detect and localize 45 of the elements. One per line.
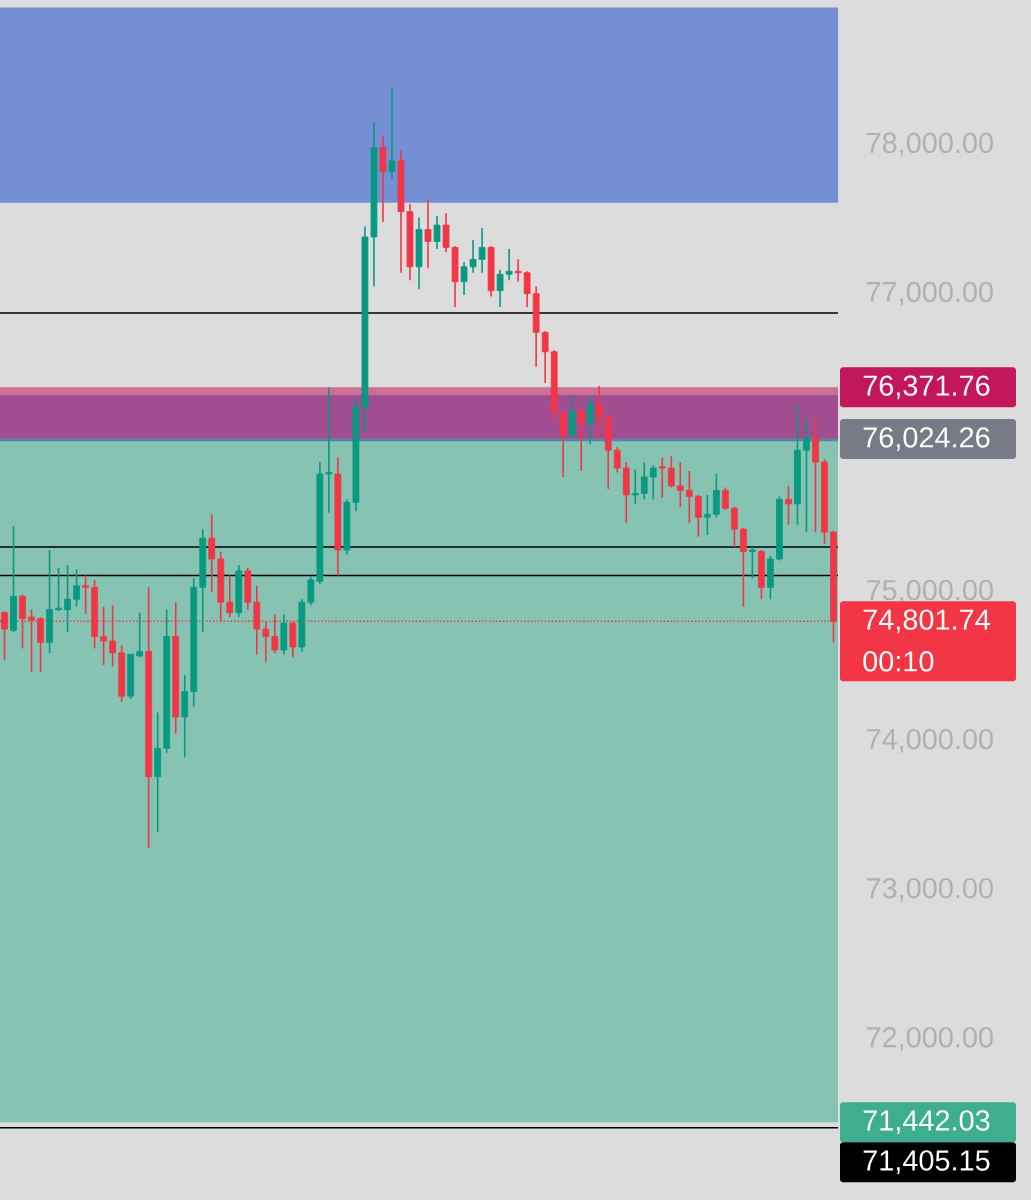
candlestick xyxy=(568,394,576,438)
candlestick xyxy=(433,215,441,250)
candlestick xyxy=(523,270,531,308)
candlestick xyxy=(226,574,234,618)
candlestick xyxy=(109,604,117,668)
candlestick xyxy=(667,455,675,489)
candlestick xyxy=(803,418,810,533)
candlestick xyxy=(136,611,144,659)
candlestick xyxy=(812,416,819,533)
candlestick xyxy=(712,473,720,519)
candlestick xyxy=(676,461,684,508)
candlestick xyxy=(613,446,621,474)
candlestick xyxy=(73,568,80,608)
candlestick xyxy=(685,470,693,524)
candlestick xyxy=(586,395,594,445)
candlestick xyxy=(703,494,711,536)
candlestick xyxy=(208,513,216,593)
candlestick xyxy=(658,456,666,499)
band-label: 76,371.76 xyxy=(863,375,990,400)
candlestick xyxy=(379,134,387,223)
candlestick xyxy=(785,485,792,526)
candlestick xyxy=(388,87,396,180)
candlestick xyxy=(559,410,567,478)
candlestick xyxy=(55,567,62,612)
ref-line-label: 76,024.26 xyxy=(863,427,990,452)
candlestick xyxy=(64,564,71,633)
candlestick xyxy=(307,576,315,606)
candlestick xyxy=(721,486,729,511)
candlestick xyxy=(640,461,648,501)
ref-line-label: 74,801.74 xyxy=(863,609,990,634)
candlestick xyxy=(514,258,522,283)
ref-line-label: 71,405.15 xyxy=(863,1150,990,1175)
candlestick xyxy=(424,198,432,270)
candlestick xyxy=(649,464,657,501)
text: 00:10 xyxy=(863,651,934,672)
candlestick xyxy=(541,330,549,384)
band-label: 71,442.03 xyxy=(863,1110,990,1135)
candlestick xyxy=(694,494,702,538)
candlestick xyxy=(577,407,585,472)
candlestick xyxy=(740,526,747,608)
candlestick xyxy=(631,468,639,505)
candlestick xyxy=(749,546,756,580)
candlestick xyxy=(82,574,89,615)
candlestick xyxy=(731,506,738,548)
candlestick xyxy=(595,385,603,440)
